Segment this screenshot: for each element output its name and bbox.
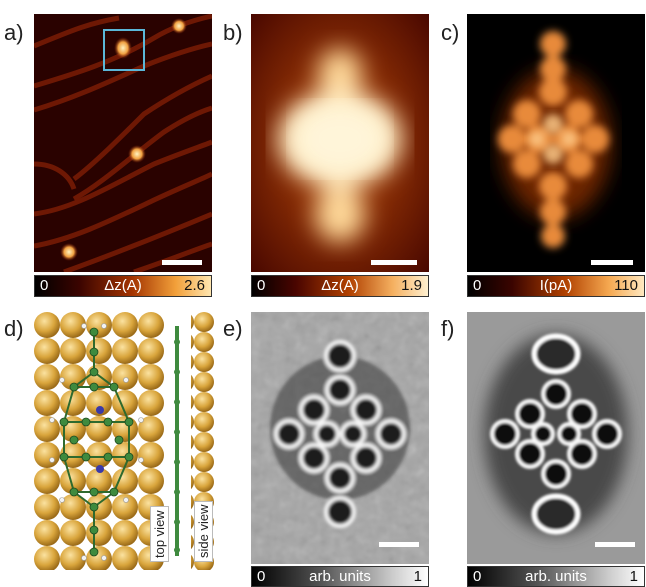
scale-bar-e bbox=[379, 542, 419, 547]
scale-bar-a bbox=[162, 260, 202, 265]
colorbar-c: 0 I(pA) 110 bbox=[467, 275, 645, 297]
panel-label-a: a) bbox=[4, 20, 24, 45]
colorbar-c-unit: I(pA) bbox=[539, 277, 573, 294]
colorbar-a: 0 Δz(A) 2.6 bbox=[34, 275, 212, 297]
panel-d-model: top view side view bbox=[34, 312, 214, 570]
top-view-label: top view bbox=[150, 506, 169, 562]
scale-bar-f bbox=[595, 542, 635, 547]
scale-bar-c bbox=[591, 260, 633, 265]
colorbar-a-unit: Δz(A) bbox=[104, 277, 142, 294]
panel-label-f: f) bbox=[441, 316, 455, 341]
colorbar-f-max: 1 bbox=[629, 568, 638, 585]
colorbar-c-max: 110 bbox=[614, 277, 638, 294]
panel-b-image bbox=[251, 14, 429, 272]
colorbar-e-max: 1 bbox=[413, 568, 422, 585]
panel-label-c: c) bbox=[441, 20, 460, 45]
panel-c-image bbox=[467, 14, 645, 272]
side-view-label: side view bbox=[194, 500, 213, 562]
colorbar-b: 0 Δz(A) 1.9 bbox=[251, 275, 429, 297]
colorbar-f-unit: arb. units bbox=[525, 568, 587, 585]
colorbar-f-min: 0 bbox=[473, 568, 482, 585]
panel-a-image bbox=[34, 14, 212, 272]
panel-label-d: d) bbox=[4, 316, 24, 341]
panel-e-image bbox=[251, 312, 429, 564]
colorbar-f: 0 arb. units 1 bbox=[467, 566, 645, 587]
colorbar-b-min: 0 bbox=[257, 277, 266, 294]
colorbar-e-unit: arb. units bbox=[309, 568, 371, 585]
panel-label-e: e) bbox=[223, 316, 243, 341]
scale-bar-b bbox=[371, 260, 417, 265]
colorbar-b-unit: Δz(A) bbox=[321, 277, 359, 294]
colorbar-b-max: 1.9 bbox=[401, 277, 422, 294]
colorbar-e-min: 0 bbox=[257, 568, 266, 585]
colorbar-c-min: 0 bbox=[473, 277, 482, 294]
colorbar-a-min: 0 bbox=[40, 277, 49, 294]
panel-f-image bbox=[467, 312, 645, 564]
colorbar-a-max: 2.6 bbox=[184, 277, 205, 294]
colorbar-e: 0 arb. units 1 bbox=[251, 566, 429, 587]
panel-label-b: b) bbox=[223, 20, 243, 45]
